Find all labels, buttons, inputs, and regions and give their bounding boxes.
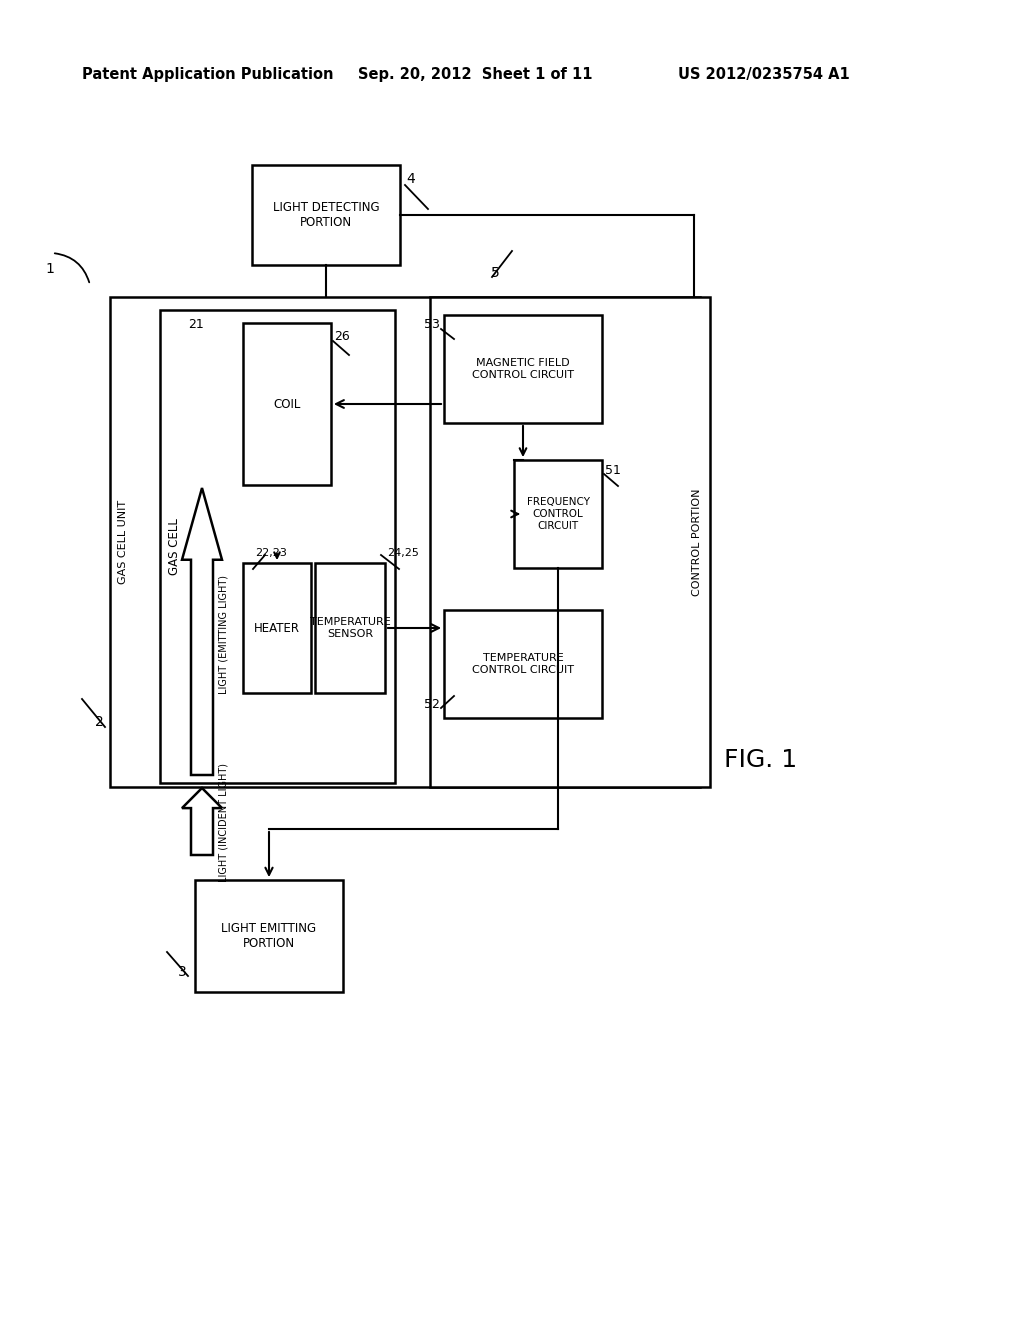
Bar xyxy=(243,564,311,693)
Text: 24,25: 24,25 xyxy=(387,548,419,558)
Text: GAS CELL: GAS CELL xyxy=(168,517,180,576)
Text: FIG. 1: FIG. 1 xyxy=(724,748,797,772)
Text: FREQUENCY
CONTROL
CIRCUIT: FREQUENCY CONTROL CIRCUIT xyxy=(526,498,590,531)
Text: TEMPERATURE
CONTROL CIRCUIT: TEMPERATURE CONTROL CIRCUIT xyxy=(472,653,574,675)
Text: 22,23: 22,23 xyxy=(255,548,287,558)
Text: Sep. 20, 2012  Sheet 1 of 11: Sep. 20, 2012 Sheet 1 of 11 xyxy=(358,67,593,82)
Text: 52: 52 xyxy=(424,697,440,710)
Text: 4: 4 xyxy=(406,172,415,186)
Bar xyxy=(315,564,385,693)
Text: 5: 5 xyxy=(490,267,500,280)
Text: LIGHT EMITTING
PORTION: LIGHT EMITTING PORTION xyxy=(221,921,316,950)
Polygon shape xyxy=(182,788,222,855)
Text: Patent Application Publication: Patent Application Publication xyxy=(82,67,334,82)
Text: LIGHT (EMITTING LIGHT): LIGHT (EMITTING LIGHT) xyxy=(218,576,228,694)
Text: US 2012/0235754 A1: US 2012/0235754 A1 xyxy=(678,67,850,82)
Bar xyxy=(252,165,400,265)
Bar xyxy=(110,297,700,787)
Text: TEMPERATURE
SENSOR: TEMPERATURE SENSOR xyxy=(309,618,390,639)
Bar xyxy=(514,459,602,568)
Text: 1: 1 xyxy=(45,261,54,276)
Bar xyxy=(243,323,331,484)
Bar xyxy=(444,610,602,718)
Text: HEATER: HEATER xyxy=(254,622,300,635)
Text: 21: 21 xyxy=(188,318,204,330)
Text: MAGNETIC FIELD
CONTROL CIRCUIT: MAGNETIC FIELD CONTROL CIRCUIT xyxy=(472,358,574,380)
Text: LIGHT (INCIDENT LIGHT): LIGHT (INCIDENT LIGHT) xyxy=(218,763,228,882)
Text: 53: 53 xyxy=(424,318,440,331)
Bar xyxy=(444,315,602,422)
Text: CONTROL PORTION: CONTROL PORTION xyxy=(692,488,702,595)
Text: GAS CELL UNIT: GAS CELL UNIT xyxy=(118,500,128,583)
Text: COIL: COIL xyxy=(273,397,301,411)
Bar xyxy=(430,297,710,787)
Text: 51: 51 xyxy=(605,463,621,477)
Polygon shape xyxy=(182,488,222,775)
Bar xyxy=(160,310,395,783)
Bar xyxy=(195,880,343,993)
Text: 2: 2 xyxy=(95,715,104,729)
Text: 26: 26 xyxy=(334,330,350,343)
Text: LIGHT DETECTING
PORTION: LIGHT DETECTING PORTION xyxy=(272,201,379,228)
Text: 3: 3 xyxy=(178,965,187,979)
